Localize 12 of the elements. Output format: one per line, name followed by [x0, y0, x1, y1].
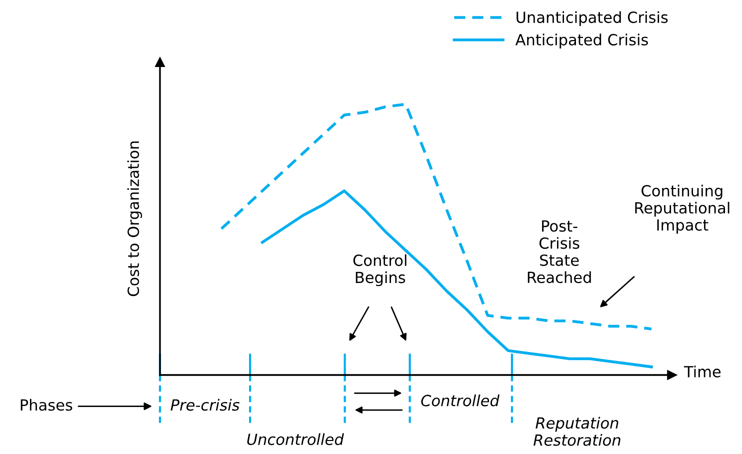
annotation: Control Begins [353, 254, 406, 286]
text: Pre-crisis [170, 398, 240, 411]
text: Reputation Restoration [534, 416, 620, 446]
x-axis-title: Time [684, 366, 721, 378]
text: Phases [20, 398, 72, 411]
annotation: Post- Crisis State Reached [528, 220, 591, 284]
y-axis-title: Cost to Organization [127, 142, 142, 296]
text: Controlled [421, 394, 500, 406]
text: Uncontrolled [247, 433, 344, 446]
annotation: Continuing Reputational Impact [635, 184, 730, 234]
legend-label: Unanticipated Crisis [516, 11, 668, 26]
legend-label: Anticipated Crisis [515, 34, 648, 48]
